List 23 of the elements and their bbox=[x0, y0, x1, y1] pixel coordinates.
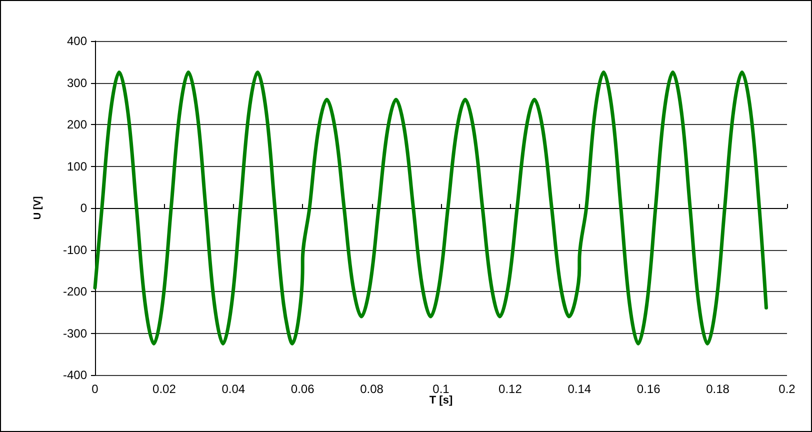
y-tick-label: -300 bbox=[62, 326, 88, 340]
x-tick-label: 0.1 bbox=[432, 382, 450, 396]
x-tick-label: 0.14 bbox=[568, 382, 592, 396]
y-tick-label: 0 bbox=[80, 201, 88, 215]
x-tick-label: 0.04 bbox=[222, 382, 246, 396]
x-tick-label: 0.18 bbox=[706, 382, 730, 396]
y-tick-label: -200 bbox=[62, 284, 88, 298]
x-tick-label: 0.12 bbox=[498, 382, 522, 396]
line-series bbox=[93, 70, 768, 346]
x-tick-label: 0.08 bbox=[360, 382, 384, 396]
x-axis-title: T [s] bbox=[429, 394, 453, 406]
y-tick-label: 200 bbox=[66, 118, 88, 132]
y-tick-label: 300 bbox=[66, 76, 88, 90]
y-tick-label: 100 bbox=[66, 159, 88, 174]
x-tick-label: 0 bbox=[92, 382, 99, 396]
y-axis-title: U [V] bbox=[32, 196, 44, 220]
x-tick-label: 0.02 bbox=[152, 382, 176, 396]
x-tick-label: 0.06 bbox=[290, 382, 315, 396]
x-tick-label: 0.16 bbox=[636, 382, 661, 396]
y-tick-label: -400 bbox=[62, 368, 88, 382]
x-tick-label: 0.2 bbox=[778, 382, 796, 396]
y-tick-label: -100 bbox=[62, 242, 88, 257]
y-tick-label: 400 bbox=[66, 34, 88, 48]
